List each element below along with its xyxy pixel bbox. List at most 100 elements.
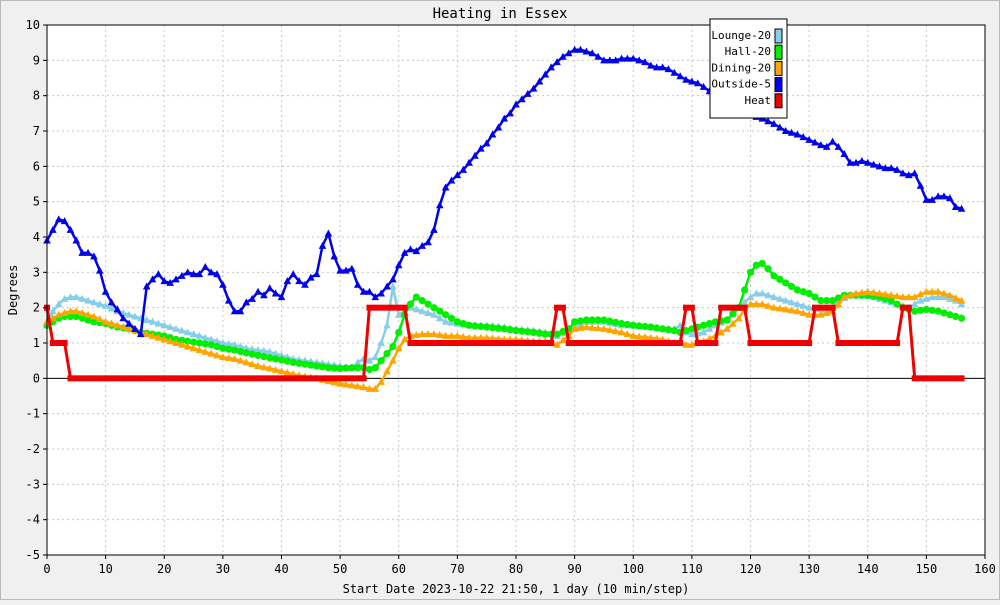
series-3-marker — [78, 248, 86, 256]
series-4-marker — [923, 375, 930, 382]
series-2-marker — [717, 328, 725, 336]
series-2-marker — [84, 310, 92, 318]
series-3-marker — [318, 241, 327, 249]
legend-swatch — [774, 60, 783, 76]
series-0-marker — [916, 296, 925, 304]
series-2-marker — [869, 288, 878, 296]
series-2-marker — [242, 358, 251, 366]
series-4-marker — [548, 340, 555, 346]
series-1-marker — [664, 326, 673, 334]
series-0-marker — [213, 337, 221, 345]
series-2-marker — [365, 384, 374, 392]
series-4-marker — [167, 375, 174, 382]
series-2-marker — [265, 364, 274, 372]
series-3-marker — [418, 241, 426, 249]
series-4-marker — [337, 375, 344, 382]
series-0-marker — [371, 353, 380, 361]
series-2-marker — [459, 332, 468, 340]
series-2-marker — [424, 330, 432, 338]
series-4-marker — [155, 375, 162, 382]
series-1-marker — [946, 311, 954, 319]
series-3-marker — [811, 138, 819, 146]
series-3-marker — [858, 157, 866, 165]
x-tick-label: 150 — [916, 562, 938, 576]
series-2-marker — [353, 382, 362, 390]
series-0-marker — [72, 293, 81, 301]
series-1-marker — [623, 320, 631, 329]
series-0-marker — [271, 349, 280, 357]
series-2-marker — [951, 293, 960, 301]
series-3-marker — [787, 128, 796, 136]
series-4-marker — [888, 340, 895, 346]
series-4-marker — [624, 340, 631, 346]
legend-swatch — [774, 77, 783, 93]
series-1-marker — [236, 347, 245, 356]
series-2-marker — [875, 289, 884, 297]
series-4-marker — [641, 340, 648, 346]
series-2-marker — [230, 354, 239, 362]
series-2-marker — [107, 319, 116, 327]
y-tick-label: 0 — [33, 371, 40, 385]
series-1-marker — [301, 360, 309, 368]
series-0-marker — [389, 282, 397, 290]
series-3-marker — [547, 63, 555, 71]
series-heat — [44, 304, 965, 382]
series-1-marker — [412, 293, 420, 301]
series-2-marker — [863, 287, 872, 295]
series-2-marker — [758, 300, 767, 308]
series-1-marker — [911, 307, 919, 315]
series-2-marker — [166, 337, 174, 345]
series-0-marker — [699, 328, 708, 336]
series-1-marker — [887, 297, 895, 305]
series-1-marker — [729, 310, 737, 318]
series-2-marker — [840, 293, 849, 301]
series-0-marker — [230, 340, 239, 348]
series-1-marker — [606, 317, 614, 325]
series-1-marker — [389, 342, 397, 351]
series-3-marker — [693, 79, 702, 87]
series-1-marker — [823, 297, 831, 305]
series-3-marker — [652, 63, 661, 71]
series-3-marker — [594, 52, 602, 60]
series-4-marker — [131, 375, 138, 382]
series-4-marker — [419, 340, 426, 346]
series-0-marker — [940, 293, 948, 301]
series-1-marker — [342, 364, 350, 372]
x-tick-label: 80 — [509, 562, 523, 576]
series-3-marker — [852, 158, 860, 166]
legend-label: Outside-5 — [711, 78, 771, 91]
series-4-marker — [612, 340, 619, 346]
series-2-marker — [435, 331, 444, 339]
series-3-marker — [840, 149, 849, 157]
series-1-marker — [922, 305, 930, 314]
series-3-marker — [289, 270, 298, 278]
series-1-marker — [248, 350, 256, 358]
series-1-marker — [207, 341, 215, 349]
series-4-marker — [577, 340, 584, 346]
series-4-marker — [600, 340, 607, 346]
series-2-marker — [910, 293, 919, 301]
series-1-marker — [289, 358, 297, 367]
series-3-marker — [189, 270, 198, 278]
series-0-marker — [394, 310, 403, 318]
series-0-marker — [277, 351, 286, 359]
series-2-marker — [430, 330, 438, 338]
y-tick-label: 8 — [33, 89, 40, 103]
series-4-marker — [829, 304, 836, 311]
series-2-marker — [213, 351, 221, 359]
series-4-marker — [659, 340, 666, 346]
x-tick-label: 100 — [622, 562, 644, 576]
series-0-marker — [90, 298, 98, 306]
series-4-marker — [442, 340, 449, 346]
series-3-marker — [459, 165, 468, 173]
series-1-marker — [406, 300, 415, 308]
series-2-marker — [887, 291, 895, 299]
series-2-marker — [412, 331, 421, 339]
y-tick-label: 3 — [33, 265, 40, 279]
series-0-marker — [148, 317, 157, 325]
series-3-marker — [553, 58, 561, 66]
series-1-marker — [559, 327, 567, 336]
series-3-marker — [406, 245, 415, 253]
series-2-marker — [559, 336, 567, 344]
series-3-marker — [477, 144, 485, 152]
